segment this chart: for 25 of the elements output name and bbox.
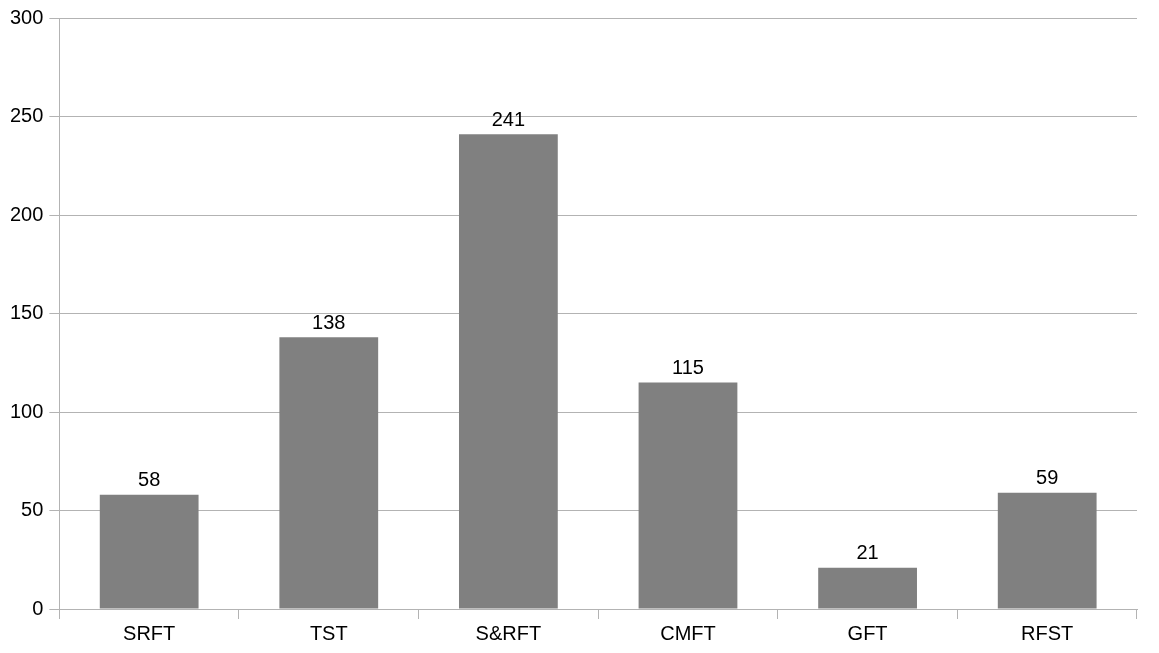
y-tick-label: 250 bbox=[9, 104, 44, 127]
data-label: 241 bbox=[491, 107, 526, 130]
x-tick-label: RFST bbox=[1021, 621, 1074, 644]
bar bbox=[818, 567, 917, 609]
data-label: 138 bbox=[312, 310, 346, 333]
bar bbox=[997, 492, 1097, 609]
data-label: 58 bbox=[138, 468, 161, 491]
x-tick-label: CMFT bbox=[660, 621, 716, 644]
data-label: 59 bbox=[1036, 466, 1059, 489]
bar bbox=[638, 382, 738, 609]
x-tick-label: S&RFT bbox=[475, 621, 542, 644]
y-tick-label: 50 bbox=[21, 498, 44, 521]
y-tick-label: 150 bbox=[9, 301, 44, 324]
bar bbox=[99, 494, 199, 609]
x-tick-label: SRFT bbox=[123, 621, 176, 644]
x-tick-label: GFT bbox=[847, 621, 888, 644]
x-tick-label: TST bbox=[309, 621, 348, 644]
data-label: 115 bbox=[672, 355, 704, 378]
data-label: 21 bbox=[856, 541, 879, 564]
y-tick-label: 300 bbox=[9, 5, 44, 28]
y-tick-label: 0 bbox=[32, 596, 44, 619]
bar bbox=[279, 337, 379, 609]
y-tick-label: 100 bbox=[9, 399, 44, 422]
y-tick-label: 200 bbox=[9, 202, 44, 225]
bar bbox=[458, 134, 558, 609]
